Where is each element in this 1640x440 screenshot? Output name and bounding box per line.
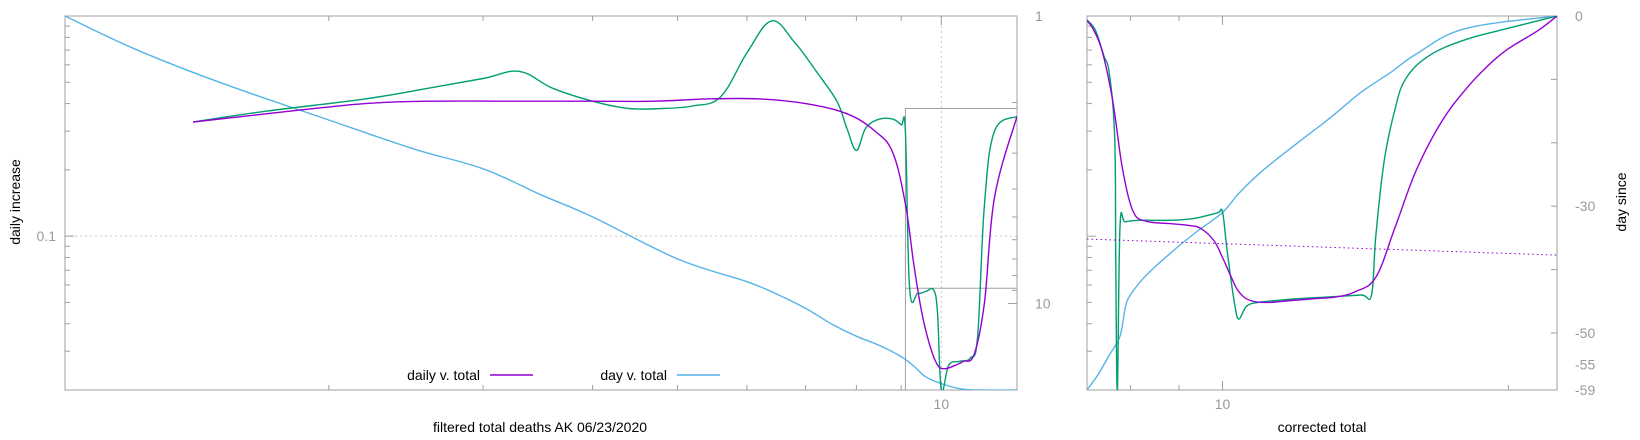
legend: daily v. total day v. total [407,367,720,383]
left-y2-tick-label: 1 [1035,8,1043,24]
left-panel: 10 0.1 1 10 [37,8,1051,412]
left-inset-box [904,108,1018,391]
left-x-axis-label: filtered total deaths AK 06/23/2020 [433,419,647,435]
right-trend-line [1086,238,1558,256]
left-y-tick-label: 0.1 [37,228,57,244]
right-plot-frame [1086,15,1558,391]
legend-label-daily: daily v. total [407,367,480,383]
right-y2-tick-label: -30 [1575,198,1595,214]
left-y2-tick-label: 10 [1035,295,1051,311]
right-series-group [1087,16,1557,390]
right-series-filtered-line [1087,16,1557,390]
left-plot-frame [64,15,1018,391]
right-y2-axis-label: day since [1613,172,1629,231]
right-panel: 10 0 -30 -50 -55 -59 [1086,8,1595,412]
right-y2-tick-label: 0 [1575,8,1583,24]
left-series-daily-line [193,97,1017,370]
left-y-axis-label: daily increase [7,159,23,245]
right-series-day-line [1087,16,1557,390]
right-y2-tick-label: -55 [1575,357,1595,373]
left-series-day-line [65,16,1017,390]
legend-label-day: day v. total [600,367,667,383]
right-x-axis-label: corrected total [1278,419,1367,435]
right-x-tick-label: 10 [1215,396,1231,412]
left-x-tick-label: 10 [934,396,950,412]
left-series-group [65,16,1017,390]
right-y2-tick-label: -50 [1575,325,1595,341]
left-series-filtered-line [192,20,1017,390]
right-y2-tick-label: -59 [1575,382,1595,398]
right-series-daily-line [1087,16,1557,304]
